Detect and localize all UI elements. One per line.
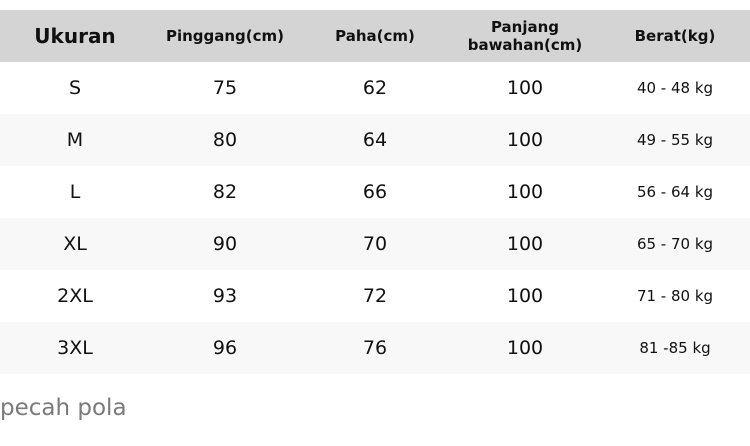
table-row: 3XL 96 76 100 81 -85 kg [0, 322, 750, 374]
cell-size: S [68, 77, 82, 99]
cell-weight: 40 - 48 kg [636, 79, 714, 97]
cell-length: 100 [506, 77, 544, 99]
note-text: pecah pola [0, 395, 127, 421]
table-row: L 82 66 100 56 - 64 kg [0, 166, 750, 218]
cell-size: L [69, 181, 81, 203]
table-row: 2XL 93 72 100 71 - 80 kg [0, 270, 750, 322]
cell-length: 100 [506, 337, 544, 359]
cell-thigh: 66 [362, 181, 388, 203]
cell-length: 100 [506, 233, 544, 255]
header-row: Ukuran Pinggang(cm) Paha(cm) Panjang baw… [0, 10, 750, 62]
header-size: Ukuran [34, 24, 116, 48]
cell-weight: 71 - 80 kg [636, 287, 714, 305]
cell-waist: 90 [212, 233, 238, 255]
cell-length: 100 [506, 181, 544, 203]
cell-size: XL [63, 233, 87, 255]
header-thigh: Paha(cm) [335, 27, 415, 45]
table-row: S 75 62 100 40 - 48 kg [0, 62, 750, 114]
cell-thigh: 64 [362, 129, 388, 151]
cell-waist: 93 [212, 285, 238, 307]
cell-waist: 80 [212, 129, 238, 151]
cell-waist: 96 [212, 337, 238, 359]
header-weight: Berat(kg) [634, 27, 716, 45]
size-chart-table: Ukuran Pinggang(cm) Paha(cm) Panjang baw… [0, 10, 750, 374]
header-length: Panjang bawahan(cm) [467, 18, 583, 54]
cell-size: 3XL [57, 337, 93, 359]
cell-thigh: 72 [362, 285, 388, 307]
cell-waist: 82 [212, 181, 238, 203]
cell-length: 100 [506, 285, 544, 307]
cell-weight: 49 - 55 kg [636, 131, 714, 149]
cell-waist: 75 [212, 77, 238, 99]
cell-thigh: 70 [362, 233, 388, 255]
cell-weight: 65 - 70 kg [636, 235, 714, 253]
cell-size: 2XL [57, 285, 93, 307]
table-row: XL 90 70 100 65 - 70 kg [0, 218, 750, 270]
cell-thigh: 62 [362, 77, 388, 99]
table-row: M 80 64 100 49 - 55 kg [0, 114, 750, 166]
cell-thigh: 76 [362, 337, 388, 359]
header-waist: Pinggang(cm) [165, 27, 285, 45]
cell-length: 100 [506, 129, 544, 151]
cell-weight: 81 -85 kg [639, 339, 711, 357]
cell-weight: 56 - 64 kg [636, 183, 714, 201]
cell-size: M [66, 129, 84, 151]
